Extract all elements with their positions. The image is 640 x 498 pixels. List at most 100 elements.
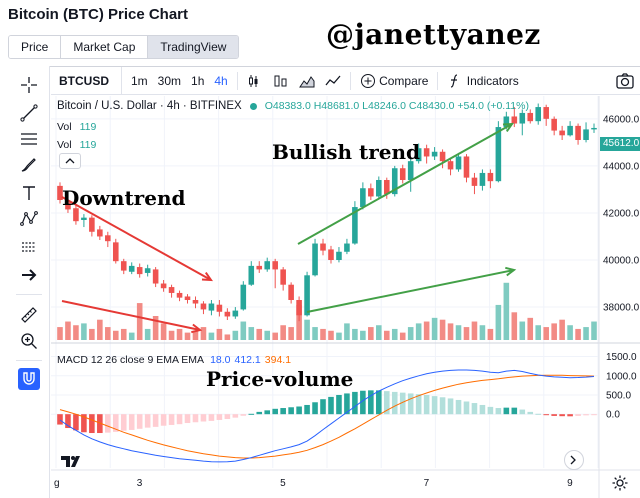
volume-bar: [89, 328, 95, 340]
horizontal-lines-icon[interactable]: [18, 128, 40, 150]
candle-body: [328, 249, 334, 260]
text-icon[interactable]: [18, 182, 40, 204]
time-tick-label: 9: [567, 478, 573, 489]
volume-bar: [208, 332, 215, 340]
pattern-icon[interactable]: [18, 208, 40, 230]
histogram-bar: [288, 407, 294, 415]
ruler-icon[interactable]: [18, 304, 40, 326]
gear-icon[interactable]: [611, 474, 629, 492]
candle-body: [200, 303, 207, 310]
vol-value: 119: [79, 121, 97, 133]
candle-body: [168, 287, 175, 293]
volume-bar: [583, 327, 589, 340]
volume-bar: [328, 330, 334, 340]
toolbar-divider: [16, 360, 42, 361]
histogram-bar: [439, 397, 446, 415]
volume-bar: [232, 330, 239, 340]
candle-body: [296, 300, 302, 316]
macd-tick-label: 0.0: [606, 410, 620, 421]
histogram-bar: [352, 391, 358, 415]
timeframe-30m[interactable]: 30m: [157, 73, 182, 88]
histogram-bar: [479, 404, 486, 415]
volume-bar: [535, 325, 542, 340]
histogram-bar: [527, 411, 534, 415]
volume-bar: [471, 321, 478, 340]
area-style-icon[interactable]: [294, 67, 320, 95]
histogram-bar: [399, 392, 406, 415]
volume-bar: [447, 323, 454, 340]
volume-bar: [415, 323, 422, 340]
candle-body: [535, 107, 542, 122]
candle-body: [391, 168, 398, 195]
volume-bar: [152, 316, 159, 340]
bars-style-icon[interactable]: [268, 67, 294, 95]
volume-bar: [136, 303, 143, 340]
volume-bar: [455, 325, 462, 340]
volume-bar: [487, 328, 494, 340]
candle-body: [527, 112, 534, 122]
tab-tradingview[interactable]: TradingView: [148, 36, 239, 58]
volume-bar: [65, 321, 71, 340]
candle-body: [248, 265, 255, 285]
volume-bar: [120, 328, 127, 340]
volume-bar: [360, 330, 366, 340]
arrow-right-icon[interactable]: [18, 264, 40, 286]
candle-body: [352, 207, 358, 244]
timeframe-1h[interactable]: 1h: [191, 73, 205, 88]
candle-body: [112, 242, 119, 262]
forecast-icon[interactable]: [18, 236, 40, 258]
zoom-in-icon[interactable]: [18, 330, 40, 352]
indicators-button[interactable]: Indicators: [442, 67, 523, 95]
brush-icon[interactable]: [18, 154, 40, 176]
signal-value: 394.1: [264, 354, 292, 366]
tab-price[interactable]: Price: [9, 36, 62, 58]
histogram-bar: [407, 393, 414, 415]
histogram-bar: [551, 414, 557, 416]
volume-bar: [57, 327, 63, 340]
watermark-text: @janettyanez: [326, 18, 541, 51]
volume-bar: [312, 327, 318, 340]
macd-label: MACD 12 26 close 9 EMA EMA: [57, 354, 205, 366]
candle-body: [232, 310, 239, 317]
collapse-legend-button[interactable]: [59, 153, 81, 169]
volume-bar: [200, 327, 207, 340]
volume-down-arrow-head: [191, 323, 203, 334]
magnet-icon[interactable]: [18, 368, 40, 390]
timeframe-1m[interactable]: 1m: [131, 73, 148, 88]
scroll-to-realtime-button[interactable]: [564, 450, 584, 470]
chart-type-tabs: Price Market Cap TradingView: [8, 35, 240, 59]
symbol-search[interactable]: BTCUSD: [51, 66, 122, 95]
candle-body: [264, 261, 271, 270]
candle-body: [487, 172, 494, 182]
histogram-bar: [415, 394, 422, 415]
histogram-bar: [328, 396, 334, 415]
candle-body: [336, 251, 342, 260]
macd-line: [59, 369, 595, 463]
candle-body: [423, 148, 430, 157]
annotation-arrows: [61, 122, 517, 334]
candle-body: [184, 296, 191, 300]
volume-bar: [320, 328, 326, 340]
camera-icon[interactable]: [614, 70, 636, 92]
histogram-bar: [431, 396, 438, 415]
trend-line-icon[interactable]: [18, 102, 40, 124]
candle-body: [399, 168, 406, 180]
candles-style-icon[interactable]: [242, 67, 268, 95]
compare-button[interactable]: Compare: [355, 67, 434, 95]
candle-body: [407, 161, 414, 180]
volume-bar: [495, 304, 502, 340]
tab-market-cap[interactable]: Market Cap: [61, 36, 149, 58]
timeframe-4h[interactable]: 4h: [214, 73, 228, 88]
crosshair-icon[interactable]: [18, 74, 40, 96]
tradingview-logo-icon[interactable]: [58, 448, 84, 474]
volume-bar: [336, 332, 342, 340]
candle-body: [511, 116, 518, 124]
line-style-icon[interactable]: [320, 67, 346, 95]
candle-body: [272, 261, 278, 270]
histogram-bar: [463, 401, 470, 415]
histogram-bar: [312, 402, 318, 415]
candle-body: [415, 148, 422, 162]
time-tick-label: 7: [424, 478, 430, 489]
volume-legend-1: Vol 119: [57, 121, 96, 133]
